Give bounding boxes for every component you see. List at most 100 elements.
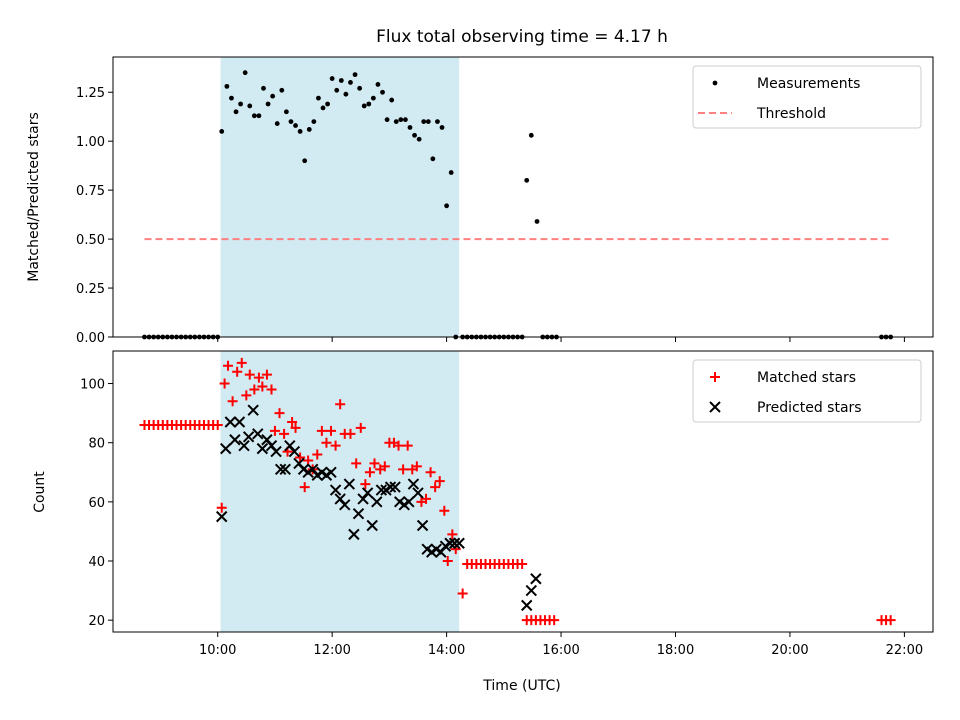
measurement-point <box>233 109 239 115</box>
measurement-point <box>534 219 540 224</box>
predicted-stars-point <box>339 499 351 511</box>
matched-stars-point <box>411 461 422 472</box>
matched-stars-point <box>295 452 306 463</box>
predicted-stars-point <box>220 442 232 455</box>
matched-stars-point <box>321 437 332 448</box>
measurement-point <box>229 95 234 101</box>
matched-stars-point <box>549 615 560 626</box>
legend-label: Measurements <box>757 76 860 92</box>
matched-stars-point <box>303 455 314 466</box>
matched-stars-point <box>326 425 337 436</box>
predicted-stars-point <box>233 416 246 428</box>
predicted-stars-point <box>256 442 269 455</box>
matched-stars-point <box>369 458 380 469</box>
matched-stars-point <box>425 467 436 478</box>
matched-stars-point <box>312 449 323 460</box>
matched-stars-point <box>223 360 234 371</box>
predicted-stars-point <box>403 496 415 508</box>
matched-stars-point <box>379 461 390 472</box>
matched-stars-point <box>241 390 252 401</box>
top-y-tick-label: 0.75 <box>76 184 105 199</box>
matched-stars-point <box>253 372 264 383</box>
measurement-point <box>320 105 326 111</box>
bottom-y-tick-label: 100 <box>80 378 105 393</box>
measurement-point <box>348 80 353 85</box>
predicted-stars-point <box>416 519 429 532</box>
measurement-point <box>338 78 344 83</box>
top-panel: 0.00 0.25 0.50 0.75 1.00 1.25 Measurements Thre… <box>76 56 934 346</box>
matched-stars-point <box>287 416 298 427</box>
measurement-point <box>279 87 285 93</box>
matched-stars-point <box>447 529 458 540</box>
measurement-point <box>256 113 262 119</box>
legend-measurements-marker <box>712 80 718 86</box>
measurement-point <box>311 119 317 125</box>
measurement-point <box>425 119 431 125</box>
predicted-stars-point <box>389 481 401 493</box>
measurement-point <box>380 89 385 95</box>
predicted-stars-point <box>224 416 237 428</box>
matched-stars-point <box>257 381 268 392</box>
x-axis-label: Time (UTC) <box>482 678 560 694</box>
measurement-point <box>219 129 225 134</box>
measurement-point <box>224 83 230 89</box>
matched-stars-point <box>434 476 445 487</box>
measurement-point <box>352 72 358 78</box>
top-y-tick-label: 1.00 <box>76 135 105 150</box>
predicted-stars-point <box>384 481 397 493</box>
measurement-point <box>412 132 417 138</box>
predicted-stars-point <box>343 478 356 490</box>
x-tick-label: 10:00 <box>199 643 236 658</box>
predicted-stars-point <box>352 507 365 520</box>
measurement-point <box>325 101 330 107</box>
measurement-point <box>407 125 413 130</box>
predicted-stars-point <box>270 445 282 458</box>
top-y-tick-label: 0.50 <box>76 233 105 248</box>
predicted-stars-point <box>325 466 337 478</box>
predicted-stars-point <box>525 584 538 597</box>
measurement-point <box>270 93 276 99</box>
matched-stars-point <box>330 440 341 451</box>
matched-stars-point <box>345 428 356 439</box>
matched-stars-point <box>219 378 230 389</box>
measurement-point <box>389 97 395 103</box>
measurement-point <box>416 136 422 142</box>
measurement-point <box>357 85 363 91</box>
bottom-observing-window <box>220 351 460 632</box>
measurement-point <box>265 101 271 107</box>
measurement-point <box>393 119 399 125</box>
predicted-stars-point <box>348 528 360 541</box>
predicted-stars-point <box>448 537 461 549</box>
measurement-point <box>361 103 367 109</box>
matched-stars-point <box>421 493 432 504</box>
bottom-y-axis-label: Count <box>32 471 48 513</box>
measurement-point <box>421 119 427 125</box>
predicted-stars-point <box>274 463 287 476</box>
predicted-stars-point <box>530 573 542 585</box>
measurement-point <box>302 158 308 164</box>
x-tick-label: 20:00 <box>771 643 808 658</box>
measurement-point <box>430 156 436 162</box>
measurement-point <box>329 76 335 81</box>
matched-stars-point <box>393 440 404 451</box>
matched-stars-point <box>212 419 223 430</box>
matched-stars-point <box>269 425 280 436</box>
measurement-point <box>528 132 534 138</box>
top-legend: Measurements Threshold <box>692 65 922 129</box>
measurement-point <box>238 101 244 107</box>
predicted-stars-point <box>366 519 378 532</box>
matched-stars-point <box>290 422 301 433</box>
matched-stars-point <box>261 369 272 380</box>
predicted-stars-point <box>216 510 228 523</box>
matched-stars-point <box>355 422 366 433</box>
matched-stars-point <box>517 558 528 569</box>
measurement-point <box>448 170 454 175</box>
measurement-point <box>343 91 349 97</box>
measurement-point <box>524 177 530 183</box>
measurement-point <box>444 203 450 209</box>
predicted-stars-point <box>242 431 255 443</box>
predicted-stars-point <box>412 487 424 499</box>
legend-label: Predicted stars <box>757 400 862 416</box>
matched-stars-point <box>216 502 227 513</box>
